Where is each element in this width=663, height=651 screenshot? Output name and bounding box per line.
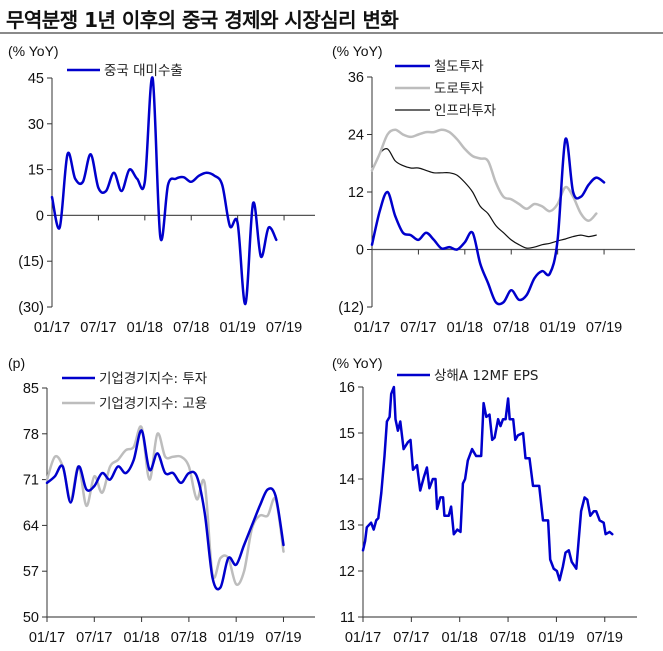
y-tick-label: 15 xyxy=(28,163,44,179)
legend-label: 도로투자 xyxy=(434,81,484,97)
y-tick-label: (15) xyxy=(18,254,44,270)
legend-label: 기업경기지수: 고용 xyxy=(99,396,207,412)
x-tick-label: 01/17 xyxy=(354,320,390,336)
x-tick-label: 07/19 xyxy=(266,320,302,336)
y-tick-label: 0 xyxy=(36,208,44,224)
figure-title: 무역분쟁 1년 이후의 중국 경제와 시장심리 변화 xyxy=(6,8,399,32)
x-tick-label: 01/19 xyxy=(218,630,254,646)
legend-label: 철도투자 xyxy=(434,59,484,75)
y-unit-label: (% YoY) xyxy=(8,43,59,59)
title-divider xyxy=(0,32,663,34)
y-tick-label: 0 xyxy=(356,243,364,259)
y-tick-label: 13 xyxy=(339,518,355,534)
series-line-1 xyxy=(50,76,278,306)
legend-label: 상해A 12MF EPS xyxy=(434,368,539,384)
y-tick-label: 71 xyxy=(23,473,39,489)
chart-panel-2: (% YoY) 36 24 12 0 (12) 01/17 07/17 01/18 07/18 01… xyxy=(332,43,635,336)
x-tick-label: 07/18 xyxy=(173,320,209,336)
x-tick-label: 07/17 xyxy=(76,630,112,646)
x-tick-label: 01/19 xyxy=(539,320,575,336)
y-tick-label: 64 xyxy=(23,518,39,534)
y-tick-label: 12 xyxy=(348,185,364,201)
x-tick-label: 01/18 xyxy=(123,630,159,646)
x-tick-label: 07/19 xyxy=(586,320,622,336)
legend-label: 중국 대미수출 xyxy=(104,63,183,79)
x-tick-label: 01/17 xyxy=(29,630,65,646)
x-tick-label: 07/17 xyxy=(400,320,436,336)
x-tick-label: 01/19 xyxy=(219,320,255,336)
y-tick-label: 78 xyxy=(23,427,39,443)
x-tick-label: 01/19 xyxy=(538,630,574,646)
chart-panel-4: (% YoY) 16 15 14 13 12 11 01/17 07/17 01/18 07/18 0… xyxy=(332,355,637,646)
series-line-2 xyxy=(370,128,598,223)
x-tick-label: 07/18 xyxy=(171,630,207,646)
series-line-1 xyxy=(361,385,614,582)
y-unit-label: (p) xyxy=(8,355,25,371)
series-line-2 xyxy=(45,425,285,587)
x-tick-label: 07/17 xyxy=(393,630,429,646)
y-tick-label: 14 xyxy=(339,472,355,488)
y-tick-label: 57 xyxy=(23,564,39,580)
y-tick-label: 12 xyxy=(339,564,355,580)
chart-panel-3: (p) 85 78 71 64 57 50 01/17 07/17 01/18 07/18 01/19… xyxy=(8,355,315,646)
y-unit-label: (% YoY) xyxy=(332,355,383,371)
y-unit-label: (% YoY) xyxy=(332,43,383,59)
x-tick-label: 01/17 xyxy=(34,320,70,336)
y-tick-label: 36 xyxy=(348,70,364,86)
series-line-1 xyxy=(45,429,285,591)
x-tick-label: 01/17 xyxy=(345,630,381,646)
x-tick-label: 07/18 xyxy=(490,630,526,646)
chart-panel-1: (% YoY) 45 30 15 0 (15) (30) 01/17 07/17 01/18 07/… xyxy=(8,43,315,336)
y-tick-label: 45 xyxy=(28,71,44,87)
y-tick-label: 16 xyxy=(339,380,355,396)
y-tick-label: 85 xyxy=(23,381,39,397)
y-tick-label: 11 xyxy=(340,610,355,626)
legend-label: 기업경기지수: 투자 xyxy=(99,371,208,387)
x-tick-label: 07/19 xyxy=(265,630,301,646)
y-tick-label: 30 xyxy=(28,117,44,133)
y-tick-label: (30) xyxy=(18,300,44,316)
x-tick-label: 01/18 xyxy=(442,630,478,646)
x-tick-label: 07/18 xyxy=(493,320,529,336)
legend-label: 인프라투자 xyxy=(434,103,497,119)
series-line-1 xyxy=(370,137,606,306)
x-tick-label: 01/18 xyxy=(127,320,163,336)
y-tick-label: (12) xyxy=(338,300,364,316)
x-tick-label: 07/19 xyxy=(587,630,623,646)
x-tick-label: 07/17 xyxy=(80,320,116,336)
x-tick-label: 01/18 xyxy=(447,320,483,336)
y-tick-label: 24 xyxy=(348,128,364,144)
y-tick-label: 15 xyxy=(339,426,355,442)
y-tick-label: 50 xyxy=(23,610,39,626)
